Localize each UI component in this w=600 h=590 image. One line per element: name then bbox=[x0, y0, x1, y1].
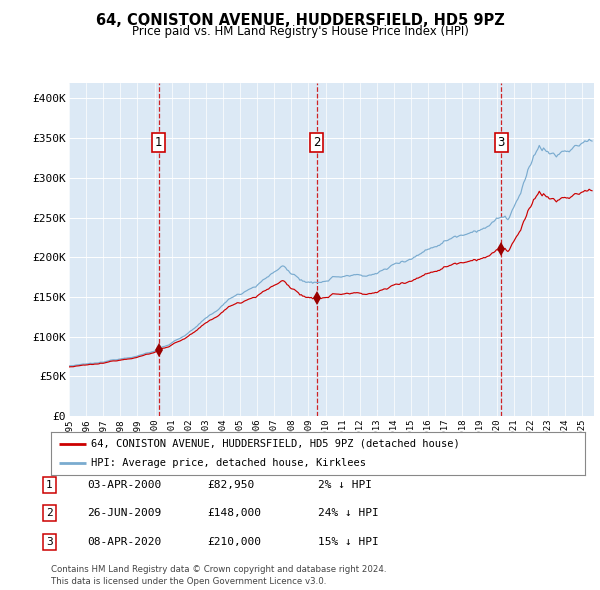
Text: £82,950: £82,950 bbox=[207, 480, 254, 490]
Text: Price paid vs. HM Land Registry's House Price Index (HPI): Price paid vs. HM Land Registry's House … bbox=[131, 25, 469, 38]
Text: 24% ↓ HPI: 24% ↓ HPI bbox=[318, 509, 379, 518]
Text: 2: 2 bbox=[46, 509, 53, 518]
Text: Contains HM Land Registry data © Crown copyright and database right 2024.
This d: Contains HM Land Registry data © Crown c… bbox=[51, 565, 386, 586]
Text: 1: 1 bbox=[155, 136, 163, 149]
Text: 15% ↓ HPI: 15% ↓ HPI bbox=[318, 537, 379, 546]
Text: 2: 2 bbox=[313, 136, 320, 149]
Text: 26-JUN-2009: 26-JUN-2009 bbox=[87, 509, 161, 518]
Text: 64, CONISTON AVENUE, HUDDERSFIELD, HD5 9PZ (detached house): 64, CONISTON AVENUE, HUDDERSFIELD, HD5 9… bbox=[91, 439, 460, 449]
Text: 64, CONISTON AVENUE, HUDDERSFIELD, HD5 9PZ: 64, CONISTON AVENUE, HUDDERSFIELD, HD5 9… bbox=[95, 13, 505, 28]
Text: 2% ↓ HPI: 2% ↓ HPI bbox=[318, 480, 372, 490]
Text: £210,000: £210,000 bbox=[207, 537, 261, 546]
Text: 3: 3 bbox=[497, 136, 505, 149]
Text: 08-APR-2020: 08-APR-2020 bbox=[87, 537, 161, 546]
Text: 03-APR-2000: 03-APR-2000 bbox=[87, 480, 161, 490]
Text: HPI: Average price, detached house, Kirklees: HPI: Average price, detached house, Kirk… bbox=[91, 458, 366, 468]
Text: £148,000: £148,000 bbox=[207, 509, 261, 518]
Text: 1: 1 bbox=[46, 480, 53, 490]
Text: 3: 3 bbox=[46, 537, 53, 546]
